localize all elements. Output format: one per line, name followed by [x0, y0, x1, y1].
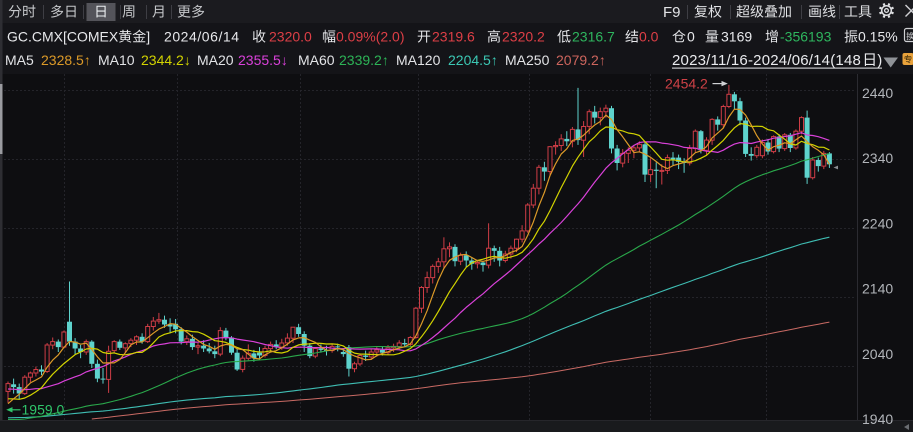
svg-text:2023/11/16-2024/06/14(148: 2023/11/16-2024/06/14(148 — [672, 52, 861, 69]
svg-text:2024/06/14: 2024/06/14 — [164, 29, 240, 45]
svg-text:-356193: -356193 — [780, 29, 832, 45]
svg-text:2320.0: 2320.0 — [269, 29, 312, 45]
svg-text:2344.2↓: 2344.2↓ — [141, 52, 191, 68]
svg-text:GC.CMX[COMEX: GC.CMX[COMEX — [7, 29, 119, 45]
svg-text:0.15%: 0.15% — [858, 29, 898, 45]
svg-text:MA120: MA120 — [396, 52, 441, 68]
svg-text:0.0: 0.0 — [639, 29, 659, 45]
svg-text:2454.2: 2454.2 — [665, 76, 708, 92]
svg-text:MA60: MA60 — [298, 52, 335, 68]
svg-text:MA20: MA20 — [197, 52, 234, 68]
svg-text:1940: 1940 — [862, 411, 893, 427]
svg-text:2204.5↑: 2204.5↑ — [448, 52, 498, 68]
svg-text:3169: 3169 — [721, 29, 752, 45]
svg-text:2339.2↑: 2339.2↑ — [339, 52, 389, 68]
svg-text:2079.2↑: 2079.2↑ — [556, 52, 606, 68]
svg-text:2340: 2340 — [862, 150, 893, 166]
svg-text:2140: 2140 — [862, 281, 893, 297]
svg-text:2240: 2240 — [862, 215, 893, 231]
svg-text:MA10: MA10 — [98, 52, 135, 68]
svg-text:MA5: MA5 — [5, 52, 34, 68]
svg-text:1959.0: 1959.0 — [22, 402, 65, 418]
svg-text:2316.7: 2316.7 — [572, 29, 615, 45]
svg-text:F9: F9 — [663, 4, 681, 21]
svg-text:0.09%(2.0): 0.09%(2.0) — [336, 29, 404, 45]
svg-text:0: 0 — [687, 29, 695, 45]
svg-text:]: ] — [146, 29, 150, 45]
svg-text:2355.5↓: 2355.5↓ — [238, 52, 288, 68]
svg-text:2319.6: 2319.6 — [432, 29, 475, 45]
svg-text:2320.2: 2320.2 — [502, 29, 545, 45]
svg-text:MA250: MA250 — [505, 52, 550, 68]
svg-text:): ) — [877, 52, 882, 69]
svg-text:2040: 2040 — [862, 346, 893, 362]
svg-text:2328.5↑: 2328.5↑ — [41, 52, 91, 68]
svg-text:2440: 2440 — [862, 85, 893, 101]
